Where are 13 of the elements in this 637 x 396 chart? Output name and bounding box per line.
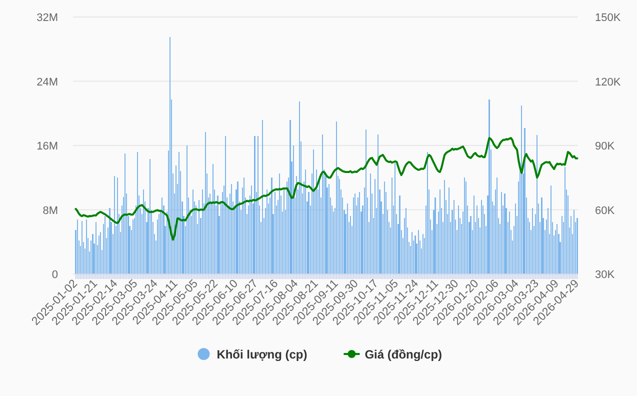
y-tick-label: 24M [36,76,58,88]
y2-tick-label: 120K [595,76,622,88]
y-tick-label: 16M [36,140,58,152]
y-tick-label: 8M [42,204,58,217]
y2-tick-label: 30K [595,269,616,281]
legend-label: Giá (đồng/cp) [364,348,442,362]
y2-tick-label: 150K [595,12,622,24]
line-series [74,137,578,241]
y-tick-label: 0 [52,269,58,281]
y2-tick-label: 60K [595,204,616,217]
legend-label: Khối lượng (cp) [216,348,308,362]
y2-tick-label: 90K [595,140,616,152]
y-tick-label: 32M [36,12,58,24]
